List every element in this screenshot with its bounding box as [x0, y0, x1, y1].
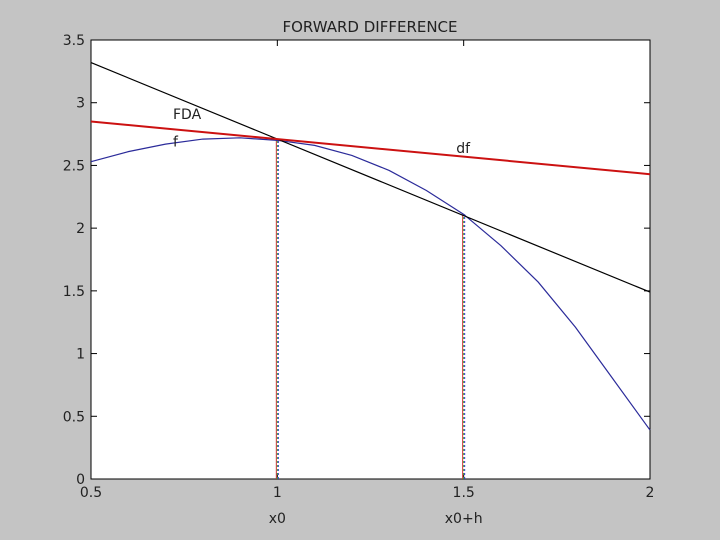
x-sub-label: x0+h	[445, 511, 483, 527]
chart-title: FORWARD DIFFERENCE	[282, 18, 457, 36]
x-tick-label: 1	[273, 485, 282, 501]
annotation-df: df	[456, 141, 471, 157]
series-line-FDA	[90, 62, 651, 293]
y-tick-label: 1	[76, 347, 85, 363]
x-tick-label: 2	[646, 485, 655, 501]
x-tick-label: 0.5	[80, 485, 102, 501]
axis-ticks	[90, 39, 651, 480]
annotations: FDA f df	[173, 107, 471, 157]
series-lines	[90, 62, 651, 431]
x-tick-label: 1.5	[453, 485, 475, 501]
annotation-f: f	[173, 135, 179, 151]
x-sub-label: x0	[269, 511, 286, 527]
y-tick-label: 1.5	[63, 284, 85, 300]
x-sub-labels: x0 x0+h	[269, 511, 483, 527]
y-tick-label: 0.5	[63, 409, 85, 425]
series-line-df	[90, 120, 651, 176]
y-tick-label: 3.5	[63, 33, 85, 49]
y-tick-label: 3	[76, 96, 85, 112]
series-line-f	[90, 137, 651, 431]
y-tick-label: 2	[76, 221, 85, 237]
annotation-fda: FDA	[173, 107, 202, 123]
y-tick-label: 2.5	[63, 158, 85, 174]
x-tick-labels: 0.5 1 1.5 2	[80, 485, 655, 501]
y-tick-labels: 0 0.5 1 1.5 2 2.5 3 3.5	[63, 33, 85, 488]
y-tick-label: 0	[76, 472, 85, 488]
plot-area	[90, 39, 651, 480]
vertical-markers	[275, 140, 466, 479]
